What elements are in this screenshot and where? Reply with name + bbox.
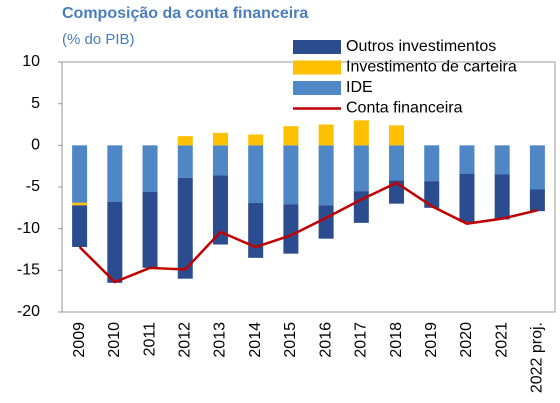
x-tick-label: 2016 xyxy=(317,322,334,358)
bar-segment xyxy=(353,120,369,146)
bar-segment xyxy=(177,177,193,279)
line-series xyxy=(78,181,538,284)
x-tick-label: 2013 xyxy=(212,322,229,358)
legend-label: IDE xyxy=(346,79,373,96)
bar-segment xyxy=(72,145,88,203)
bar-segment xyxy=(248,145,264,203)
bar-segment xyxy=(424,145,440,182)
bar-segment xyxy=(494,174,510,220)
bar-segment xyxy=(212,175,228,245)
legend-swatch xyxy=(293,81,341,95)
x-tick-label: 2018 xyxy=(388,322,405,358)
legend-label: Conta financeira xyxy=(346,100,463,117)
bar-segment xyxy=(529,189,545,212)
bar-segment xyxy=(494,145,510,175)
bar-segment xyxy=(424,181,440,208)
x-tick-label: 2017 xyxy=(353,322,370,358)
bar-segment xyxy=(353,145,369,192)
x-tick-label: 2012 xyxy=(176,322,193,358)
bar-segment xyxy=(283,145,299,205)
x-tick-label: 2021 xyxy=(493,322,510,358)
bar-segment xyxy=(283,204,299,254)
chart-title: Composição da conta financeira xyxy=(62,5,308,22)
x-tick-label: 2020 xyxy=(458,322,475,358)
bar-segment xyxy=(318,205,334,239)
x-tick-label: 2014 xyxy=(247,322,264,358)
bar-segment xyxy=(283,126,299,146)
x-tick-label: 2011 xyxy=(141,322,158,357)
bar-segment xyxy=(177,136,193,146)
bar-segment xyxy=(107,145,123,202)
legend-label: Investimento de carteira xyxy=(346,59,517,76)
bar-segment xyxy=(389,125,405,146)
bar-segment xyxy=(318,145,334,206)
bar-segment xyxy=(318,124,334,146)
bar-segment xyxy=(389,145,405,181)
x-tick-label: 2019 xyxy=(423,322,440,358)
bar-segment xyxy=(177,145,193,178)
x-tick-label: 2009 xyxy=(71,322,88,358)
bar-segment xyxy=(212,132,228,146)
bar-segment xyxy=(72,205,88,247)
y-tick-label: 0 xyxy=(31,137,40,154)
x-tick-label: 2010 xyxy=(106,322,123,358)
legend-swatch xyxy=(293,40,341,54)
bar-segment xyxy=(248,202,264,258)
x-tick-label: 2022 proj. xyxy=(529,322,546,393)
bar-segment xyxy=(72,202,88,206)
y-tick-label: 5 xyxy=(31,95,40,112)
bar-segment xyxy=(142,192,158,268)
bar-segment xyxy=(212,145,228,176)
bar-segment xyxy=(459,145,475,174)
y-tick-label: -10 xyxy=(17,220,40,237)
y-tick-label: -20 xyxy=(17,303,40,320)
y-tick-label: 10 xyxy=(22,53,40,70)
chart-subtitle: (% do PIB) xyxy=(62,31,135,48)
y-tick-label: -15 xyxy=(17,262,40,279)
x-tick-label: 2015 xyxy=(282,322,299,358)
bar-segment xyxy=(459,173,475,222)
legend-label: Outros investimentos xyxy=(346,38,496,55)
legend-swatch xyxy=(293,60,341,75)
bar-segment xyxy=(107,202,123,283)
bar-segment xyxy=(142,145,158,192)
bar-segment xyxy=(529,145,545,190)
bar-segment xyxy=(248,134,264,146)
y-tick-label: -5 xyxy=(26,178,40,195)
